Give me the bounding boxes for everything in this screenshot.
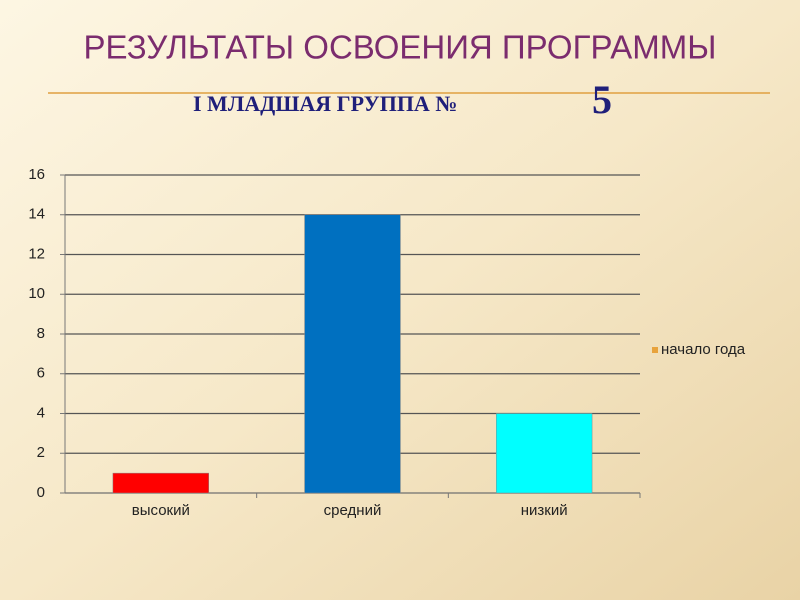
x-tick-label: высокий — [132, 502, 190, 519]
y-tick-label: 12 — [28, 245, 45, 262]
legend-marker — [652, 347, 658, 353]
y-tick-label: 6 — [37, 365, 45, 382]
y-tick-label: 10 — [28, 285, 45, 302]
y-tick-label: 8 — [37, 325, 45, 342]
x-tick-label: низкий — [521, 502, 568, 519]
legend-label: начало года — [661, 341, 746, 358]
y-tick-label: 16 — [28, 166, 45, 183]
x-tick-label: средний — [324, 502, 382, 519]
bar — [112, 472, 209, 494]
y-tick-label: 4 — [37, 404, 45, 421]
group-number: 5 — [592, 77, 612, 122]
slide-title: РЕЗУЛЬТАТЫ ОСВОЕНИЯ ПРОГРАММЫ — [84, 29, 717, 66]
y-tick-label: 2 — [37, 444, 45, 461]
bar — [304, 214, 401, 494]
bar — [496, 413, 593, 494]
y-tick-label: 0 — [37, 484, 45, 501]
y-tick-label: 14 — [28, 206, 45, 223]
slide-subtitle: I МЛАДШАЯ ГРУППА № — [193, 91, 457, 116]
